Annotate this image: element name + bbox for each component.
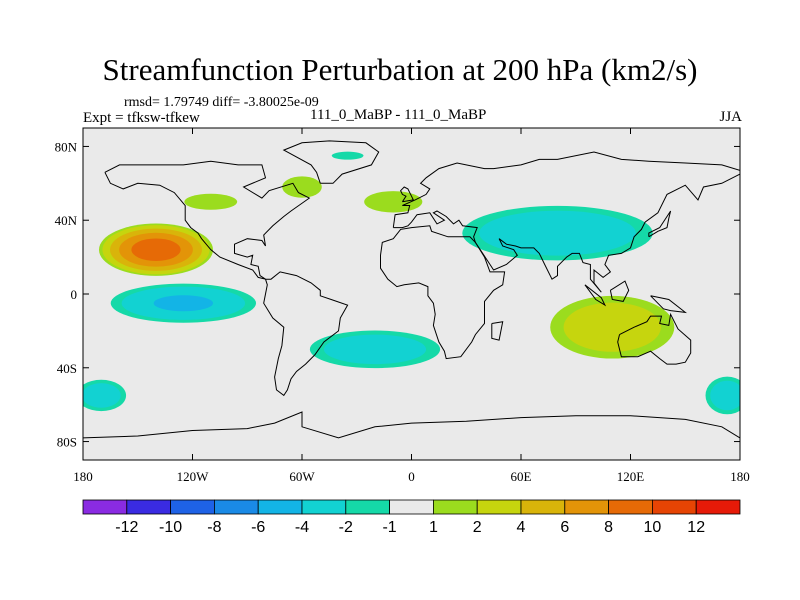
colorbar-label: -6 xyxy=(251,519,265,536)
contour-band xyxy=(83,383,121,408)
colorbar-label: -12 xyxy=(115,519,138,536)
colorbar-swatch xyxy=(520,499,566,515)
contour-band xyxy=(282,176,322,198)
x-tick-label: 180 xyxy=(730,469,750,484)
new-guinea-coast xyxy=(650,295,688,314)
contour-band xyxy=(131,238,181,262)
colorbar-label: -2 xyxy=(339,519,353,536)
case-label: 111_0_MaBP - 111_0_MaBP xyxy=(310,107,487,123)
colorbar-swatch xyxy=(82,499,128,515)
field-arctic-negative xyxy=(331,151,364,160)
colorbar-swatch xyxy=(345,499,390,515)
contour-band xyxy=(331,151,364,160)
south-america-coast xyxy=(263,271,349,397)
y-tick-label: 40S xyxy=(57,361,77,376)
japan-coast xyxy=(648,210,672,238)
colorbar-label: 8 xyxy=(604,519,613,536)
experiment-label: Expt = tfksw-tfkew xyxy=(83,110,200,126)
eurasia-coast xyxy=(392,151,740,293)
colorbar-label: -1 xyxy=(382,519,396,536)
contour-fields xyxy=(83,151,740,415)
colorbar-swatch xyxy=(170,499,215,515)
x-tick-label: 120E xyxy=(617,469,645,484)
field-tropical-pacific-negative xyxy=(110,283,257,323)
field-south-pacific-negative xyxy=(83,379,127,412)
colorbar-label: 1 xyxy=(429,519,438,536)
contour-band xyxy=(364,191,423,213)
contour-band xyxy=(323,334,427,365)
field-asia-negative xyxy=(462,205,653,261)
colorbar-swatch xyxy=(257,499,303,515)
colorbar-label: -10 xyxy=(159,519,182,536)
colorbar-swatch xyxy=(389,499,434,515)
contour-band xyxy=(479,210,636,256)
x-tick-label: 60W xyxy=(289,469,315,484)
x-tick-label: 60E xyxy=(511,469,532,484)
stats-text: rmsd= 1.79749 diff= -3.80025e-09 xyxy=(124,95,319,110)
borneo-coast xyxy=(609,280,630,302)
sumatra-coast xyxy=(584,284,607,307)
colorbar-swatch xyxy=(476,499,522,515)
australia-coast xyxy=(617,312,692,365)
field-north-pacific-positive-small xyxy=(184,193,238,210)
season-label: JJA xyxy=(719,109,742,125)
colorbar-swatch xyxy=(695,499,741,515)
chart-title: Streamfunction Perturbation at 200 hPa (… xyxy=(102,52,698,87)
contour-band xyxy=(563,302,661,352)
contour-band xyxy=(710,380,740,411)
y-tick-label: 80S xyxy=(57,435,77,450)
colorbar-swatch xyxy=(652,499,697,515)
field-north-america-positive xyxy=(282,176,322,198)
contour-band xyxy=(153,295,214,312)
colorbar-swatch xyxy=(608,499,653,515)
colorbar-swatch xyxy=(301,499,347,515)
y-tick-label: 80N xyxy=(55,139,78,154)
madagascar-coast xyxy=(491,321,504,341)
x-tick-label: 0 xyxy=(408,469,415,484)
x-tick-label: 120W xyxy=(177,469,210,484)
field-north-pacific-positive xyxy=(98,223,214,276)
contour-band xyxy=(184,193,238,210)
colorbar-label: 12 xyxy=(687,519,705,536)
antarctica-coast xyxy=(83,411,740,439)
field-south-atlantic-negative xyxy=(309,330,441,369)
colorbar-label: 4 xyxy=(517,519,526,536)
y-tick-label: 0 xyxy=(71,287,78,302)
field-southeast-pacific-negative xyxy=(705,376,740,415)
y-tick-label: 40N xyxy=(55,213,78,228)
uk-coast xyxy=(399,186,415,203)
x-tick-label: 180 xyxy=(73,469,93,484)
colorbar: -12 -10 -8 -6 -4 -2 -1 1 2 4 6 8 10 12 xyxy=(82,499,741,536)
colorbar-label: 10 xyxy=(644,519,662,536)
colorbar-swatch xyxy=(126,499,172,515)
africa-coast xyxy=(380,225,506,360)
field-north-atlantic-positive xyxy=(364,191,423,213)
colorbar-label: 2 xyxy=(473,519,482,536)
colorbar-label: -8 xyxy=(207,519,221,536)
colorbar-label: 6 xyxy=(560,519,569,536)
field-indian-ocean-positive xyxy=(550,295,675,359)
colorbar-swatch xyxy=(213,499,259,515)
colorbar-label: -4 xyxy=(295,519,309,536)
greenland-coast xyxy=(282,140,380,184)
north-america-coast xyxy=(104,160,311,280)
coastlines xyxy=(83,140,740,439)
colorbar-swatch xyxy=(432,499,478,515)
axes: 180 120W 60W 0 60E 120E 180 80N 40N 0 40S 80S xyxy=(55,128,750,484)
colorbar-swatch xyxy=(564,499,609,515)
